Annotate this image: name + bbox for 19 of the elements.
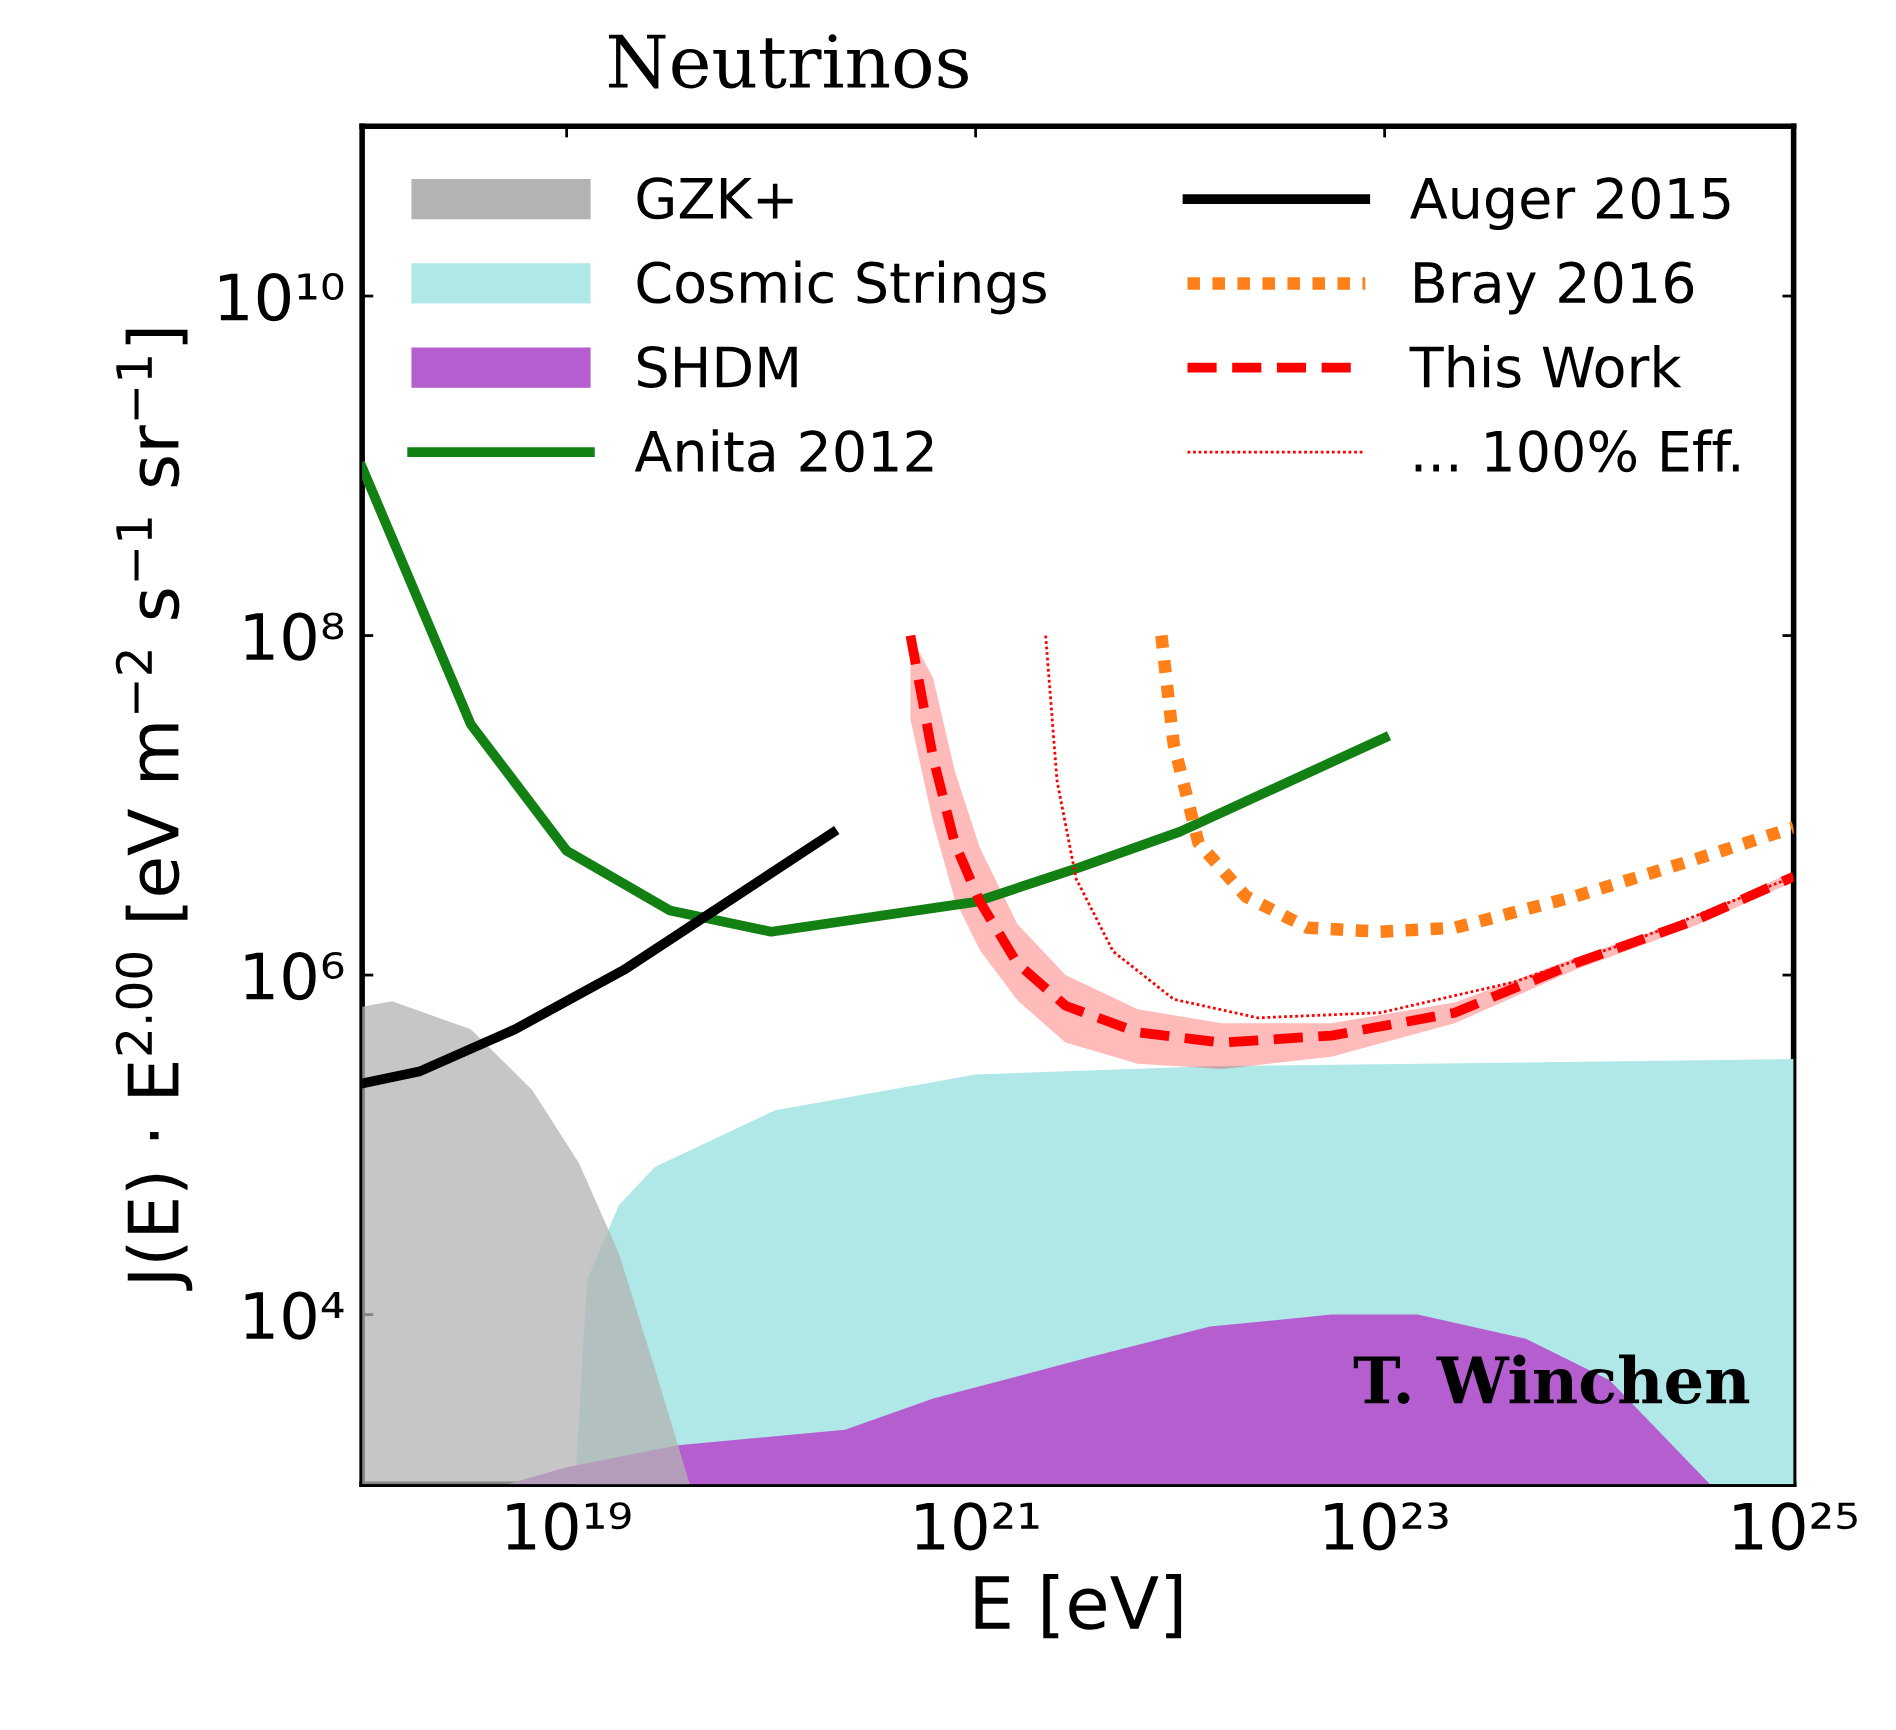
y-tick-label: 10⁸	[245, 612, 344, 661]
y-tick-label: 10⁶	[245, 951, 344, 1001]
y-tick-label: 10¹⁰	[219, 272, 344, 322]
y-tick-label: 10⁴	[245, 1291, 344, 1340]
x-tick-label: 10²³	[1325, 1502, 1448, 1551]
legend-label: ... 100% Eff.	[1415, 429, 1739, 473]
legend-label: Auger 2015	[1410, 177, 1730, 231]
text: J(E) · E$^{2.00}$ [eV m$^{−2}$ s$^{−1}$ sr$^{−1}$]	[115, 329, 193, 1291]
legend-label: This Work	[1409, 344, 1682, 388]
legend-label: GZK+	[637, 177, 793, 220]
legend-label: Anita 2012	[634, 429, 933, 473]
legend-label: SHDM	[638, 345, 797, 388]
x-axis-title: E [eV]	[975, 1573, 1182, 1639]
chart-title: Neutrinos	[609, 34, 968, 89]
x-tick-label: 10²¹	[916, 1502, 1039, 1551]
legend-label: Cosmic Strings	[637, 260, 1046, 315]
x-tick-label: 10¹⁹	[507, 1502, 631, 1551]
legend-label: Bray 2016	[1415, 261, 1694, 315]
x-tick-label: 10²⁵	[1734, 1502, 1857, 1551]
